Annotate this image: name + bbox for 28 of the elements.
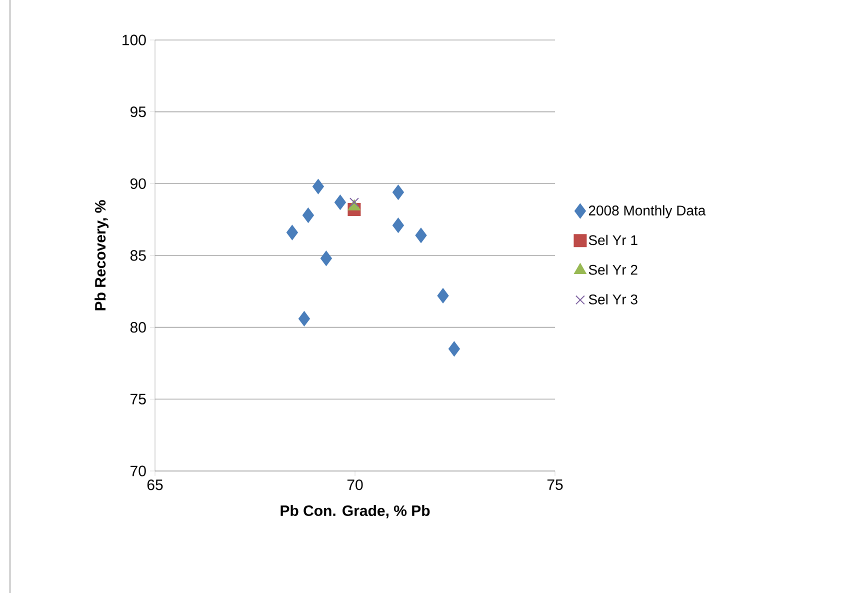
point xyxy=(320,250,332,266)
point xyxy=(302,208,314,223)
y-tick-label: 80 xyxy=(130,322,146,333)
y-tick-label: 90 xyxy=(130,178,146,189)
point xyxy=(437,288,449,304)
x-tick-label: 75 xyxy=(547,480,563,490)
legend-label: Sel Yr 3 xyxy=(588,294,638,304)
point xyxy=(392,218,404,233)
legend-label: Sel Yr 2 xyxy=(588,264,638,275)
y-axis-title: Pb Recovery, % xyxy=(94,200,109,310)
point xyxy=(312,179,324,194)
y-tick-label: 85 xyxy=(130,250,146,261)
y-tick-label: 95 xyxy=(130,106,146,118)
y-tick-label: 70 xyxy=(130,466,146,476)
x-tick-label: 65 xyxy=(147,480,163,490)
point xyxy=(448,341,460,356)
y-tick-label: 75 xyxy=(130,394,146,404)
point xyxy=(334,194,346,210)
point xyxy=(392,184,404,200)
point xyxy=(415,228,427,243)
y-tick-label: 100 xyxy=(122,34,146,46)
point xyxy=(298,311,310,326)
x-axis-title: Pb Con. Grade, % Pb xyxy=(280,505,430,518)
legend-label: Sel Yr 1 xyxy=(588,234,638,246)
point xyxy=(349,198,359,208)
point xyxy=(286,225,298,240)
x-tick-label: 70 xyxy=(347,480,363,490)
legend-label: 2008 Monthly Data xyxy=(588,205,706,218)
